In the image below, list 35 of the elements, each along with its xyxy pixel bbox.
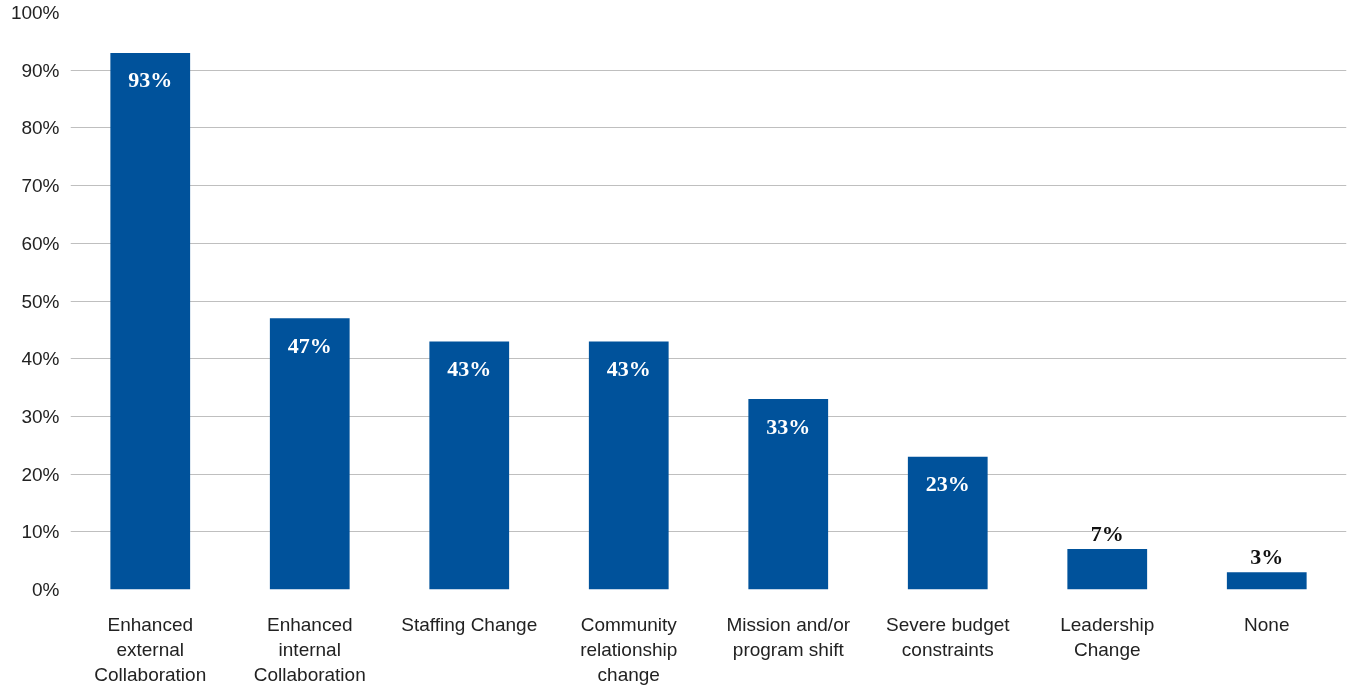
x-tick-label: Community relationship change (580, 613, 678, 685)
y-tick-label: 60% (21, 232, 60, 254)
bar (588, 341, 669, 590)
y-tick-label: 100% (10, 2, 60, 23)
x-tick-label: Enhanced external Collaboration (94, 613, 207, 685)
x-tick-label: None (1244, 613, 1290, 635)
data-label: 23% (925, 471, 970, 497)
y-tick-label: 0% (32, 579, 60, 600)
y-tick-label: 80% (21, 117, 60, 139)
data-label: 7% (1090, 521, 1124, 547)
y-tick-label: 70% (21, 175, 60, 197)
data-label: 43% (447, 355, 492, 381)
data-label: 3% (1250, 544, 1284, 570)
y-tick-label: 10% (21, 521, 60, 543)
x-tick-label: Mission and/or program shift (726, 613, 851, 660)
y-tick-label: 20% (21, 463, 60, 485)
bar (1067, 549, 1148, 590)
x-tick-label: Severe budget constraints (885, 613, 1011, 660)
data-label: 93% (128, 67, 173, 93)
bar (429, 341, 510, 590)
y-tick-label: 50% (21, 290, 60, 312)
bar (748, 399, 829, 590)
bar (110, 52, 191, 590)
x-tick-label: Leadership Change (1060, 613, 1155, 660)
x-tick-label: Staffing Change (401, 613, 538, 635)
data-label: 33% (766, 413, 811, 439)
bar (1226, 572, 1307, 590)
data-label: 43% (606, 355, 651, 381)
bar (907, 456, 988, 590)
y-tick-label: 30% (21, 405, 60, 427)
x-tick-label: Enhanced internal Collaboration (253, 613, 366, 685)
y-tick-label: 90% (21, 59, 60, 81)
y-tick-label: 40% (21, 348, 60, 370)
data-label: 47% (287, 332, 332, 358)
bar (269, 318, 350, 590)
